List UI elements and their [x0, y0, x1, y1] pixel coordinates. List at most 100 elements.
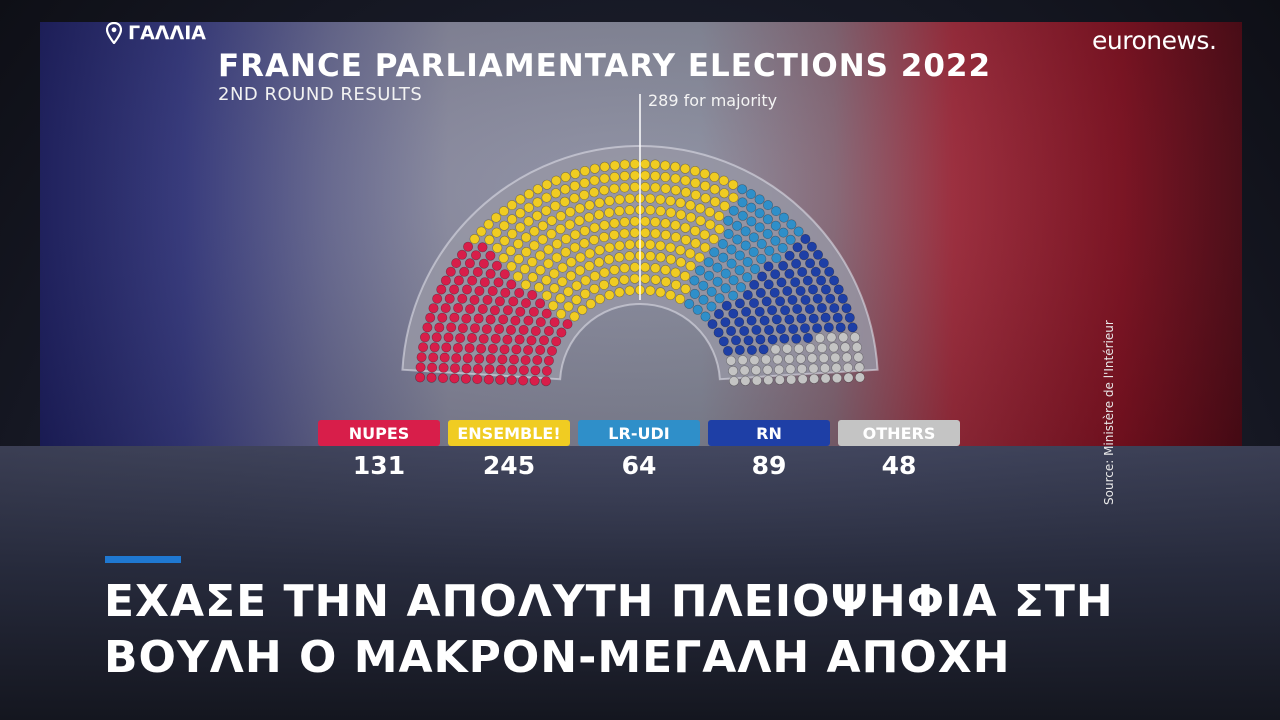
seat-dot [422, 322, 433, 333]
seat-dot [665, 207, 676, 218]
seat-dot [779, 333, 790, 344]
seat-dot [555, 293, 566, 304]
seat-dot [809, 373, 820, 384]
headline-accent-bar [105, 556, 181, 563]
seat-dot [763, 279, 774, 290]
seat-dot [580, 275, 591, 286]
seat-dot [739, 365, 750, 376]
seat-dot [469, 234, 480, 245]
seat-dot [849, 332, 860, 343]
seat-dot [551, 175, 562, 186]
legend-item-rn: RN 89 [708, 420, 830, 480]
seat-dot [746, 345, 757, 356]
seat-dot [748, 247, 759, 258]
seat-dot [415, 362, 426, 373]
seat-dot [670, 185, 681, 196]
seat-dot [841, 352, 852, 363]
seat-dot [491, 212, 502, 223]
seat-dot [769, 287, 780, 298]
seat-dot [477, 303, 488, 314]
seat-dot [793, 226, 804, 237]
seat-dot [629, 227, 640, 238]
seat-dot [732, 220, 743, 231]
seat-dot [767, 305, 778, 316]
legend-label-nupes: NUPES [318, 420, 440, 446]
seat-dot [574, 265, 585, 276]
seat-dot [451, 353, 462, 364]
seat-dot [465, 304, 476, 315]
seat-dot [680, 163, 691, 174]
seat-dot [541, 275, 552, 286]
seat-dot [499, 235, 510, 246]
seat-dot [499, 269, 510, 280]
seat-dot [470, 250, 481, 261]
seat-dot [774, 374, 785, 385]
seat-dot [784, 250, 795, 261]
seat-dot [689, 288, 700, 299]
seat-dot [443, 332, 454, 343]
seat-dot [513, 254, 524, 265]
seat-dot [609, 183, 620, 194]
seat-dot [757, 271, 768, 282]
seat-dot [755, 334, 766, 345]
seat-dot [740, 240, 751, 251]
seat-dot [619, 274, 630, 285]
seat-dot [728, 205, 739, 216]
hemicycle-bloc-lr-udi [684, 184, 804, 322]
seat-dot [714, 211, 725, 222]
seat-dot [833, 284, 844, 295]
seat-dot [512, 271, 523, 282]
seat-dot [645, 193, 656, 204]
seat-dot [728, 179, 739, 190]
seat-dot [784, 268, 795, 279]
seat-dot [484, 364, 495, 375]
seat-dot [718, 336, 729, 347]
seat-dot [675, 293, 686, 304]
seat-dot [549, 283, 560, 294]
seat-dot [535, 344, 546, 355]
seat-dot [476, 226, 487, 237]
seat-dot [665, 242, 676, 253]
seat-dot [494, 296, 505, 307]
seat-dot [619, 159, 630, 170]
seat-dot [493, 277, 504, 288]
seat-dot [812, 249, 823, 260]
seat-dot [474, 285, 485, 296]
seat-dot [589, 271, 600, 282]
seat-dot [604, 195, 615, 206]
seat-dot [472, 374, 483, 385]
seat-dot [599, 161, 610, 172]
seat-dot [812, 323, 823, 334]
legend-seats-lr-udi: 64 [621, 451, 657, 480]
seat-dot [508, 354, 519, 365]
seat-dot [529, 240, 540, 251]
seat-dot [700, 242, 711, 253]
seat-dot [604, 207, 615, 218]
seat-dot [660, 264, 671, 275]
seat-dot [807, 353, 818, 364]
seat-dot [474, 353, 485, 364]
seat-dot [814, 333, 825, 344]
seat-dot [515, 306, 526, 317]
location-label: ΓΑΛΛΙΑ [128, 22, 206, 44]
seat-dot [530, 365, 541, 376]
seat-dot [500, 287, 511, 298]
seat-dot [786, 219, 797, 230]
seat-dot [680, 234, 691, 245]
seat-dot [455, 333, 466, 344]
seat-dot [835, 322, 846, 333]
seat-dot [580, 288, 591, 299]
seat-dot [594, 293, 605, 304]
seat-dot [609, 172, 620, 183]
seat-dot [629, 262, 640, 273]
seat-dot [792, 242, 803, 253]
seat-dot [530, 325, 541, 336]
seat-dot [675, 209, 686, 220]
seat-dot [527, 289, 538, 300]
seat-dot [650, 171, 661, 182]
seat-dot [698, 294, 709, 305]
seat-dot [499, 344, 510, 355]
seat-dot [555, 224, 566, 235]
seat-dot [609, 276, 620, 287]
seat-dot [563, 301, 574, 312]
